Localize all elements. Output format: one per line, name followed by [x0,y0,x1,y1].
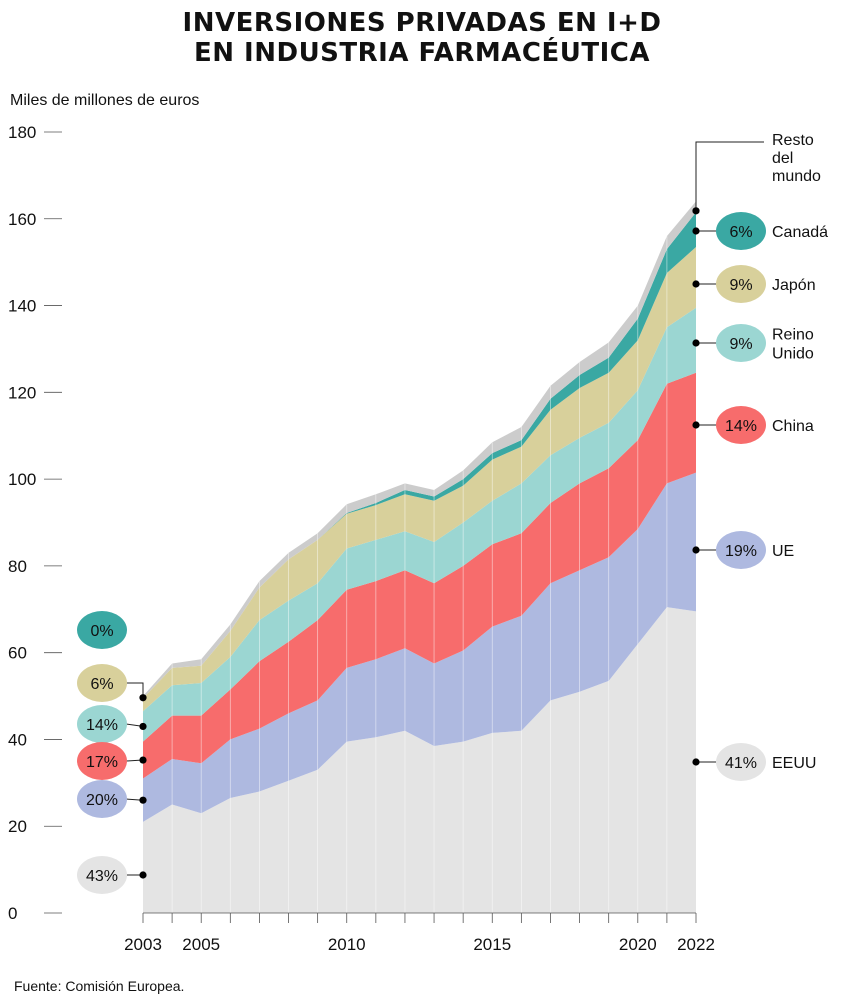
area-china [143,372,696,779]
share-badge-ue-2022 [716,531,766,569]
share-label-reino-unido-2003: 14% [86,717,118,734]
y-tick-label: 140 [8,297,36,316]
series-name-china: China [772,418,814,435]
share-label-japon-2022: 9% [729,277,752,294]
leader-dot [692,546,700,554]
leader-dot [139,871,147,879]
share-label-canada-2003: 0% [90,623,113,640]
y-tick-label: 100 [8,470,36,489]
share-label-china-2022: 14% [725,418,757,435]
x-tick-label: 2020 [619,935,657,954]
stacked-area-chart: 0 20 40 60 80 100 120 140 160 180 2003 2005 2010 2015… [8,123,828,954]
share-label-eeuu-2003: 43% [86,868,118,885]
share-label-ue-2003: 20% [86,792,118,809]
leader-line [126,682,144,698]
share-badge-china-2003 [77,742,127,780]
leader-dot [139,796,147,804]
chart-title-line1: INVERSIONES PRIVADAS EN I+D [182,8,662,38]
y-tick-label: 0 [8,904,17,923]
series-name-ue: UE [772,543,794,560]
leader-dot [139,694,147,702]
series-name-resto-del-mundo: mundo [772,168,821,185]
series-name-reino-unido: Reino [772,327,814,344]
area-eeuu [143,607,696,913]
share-label-japon-2003: 6% [90,676,113,693]
leader-line [695,141,764,211]
x-tick-label: 2015 [473,935,511,954]
leader-dot [692,227,700,235]
share-badge-canada-2022 [716,212,766,250]
share-badge-eeuu-2022 [716,743,766,781]
chart-title: INVERSIONES PRIVADAS EN I+D EN INDUSTRIA… [0,8,844,68]
x-tick-label: 2005 [182,935,220,954]
chart-title-line2: EN INDUSTRIA FARMACÉUTICA [193,38,650,68]
area-japon [143,247,696,712]
leader-dot [692,339,700,347]
series-name-canada: Canadá [772,224,828,241]
share-badge-japon-2022 [716,265,766,303]
series-name-japon: Japón [772,277,816,294]
series-name-eeuu: EEUU [772,755,816,772]
x-tick-label: 2003 [124,935,162,954]
x-tick-label: 2022 [677,935,715,954]
share-label-eeuu-2022: 41% [725,755,757,772]
y-tick-label: 120 [8,383,36,402]
y-tick-label: 20 [8,817,27,836]
share-badge-reino-unido-2003 [77,705,127,743]
share-label-ue-2022: 19% [725,543,757,560]
share-label-reino-unido-2022: 9% [729,336,752,353]
leader-dot [139,722,147,731]
leader-dot [692,207,700,215]
area-reino-unido [143,307,696,742]
share-badge-japon-2003 [77,664,127,702]
y-tick-label: 160 [8,210,36,229]
series-name-resto-del-mundo: del [772,150,793,167]
y-tick-label: 80 [8,557,27,576]
y-tick-label: 40 [8,730,27,749]
area-ue [143,472,696,822]
share-badge-canada-2003 [77,611,127,649]
share-label-canada-2022: 6% [729,224,752,241]
y-tick-label: 180 [8,123,36,142]
share-label-china-2003: 17% [86,754,118,771]
leader-dot [692,280,700,288]
share-badge-reino-unido-2022 [716,324,766,362]
series-name-resto-del-mundo: Resto [772,132,814,149]
leader-dot [692,421,700,429]
y-axis-label: Miles de millones de euros [10,92,200,109]
source-note: Fuente: Comisión Europea. [14,978,185,994]
series-name-reino-unido: Unido [772,346,814,363]
leader-dot [139,756,147,764]
share-badge-ue-2003 [77,780,127,818]
share-badge-eeuu-2003 [77,856,127,894]
leader-dot [692,758,700,766]
x-tick-label: 2010 [328,935,366,954]
y-tick-label: 60 [8,644,27,663]
share-badge-china-2022 [716,406,766,444]
